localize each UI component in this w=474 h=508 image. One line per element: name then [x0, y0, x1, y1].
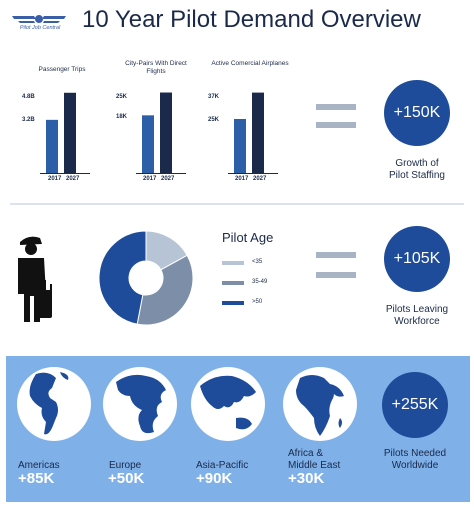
region-value-africa-middle-east: +30K: [288, 470, 325, 487]
americas-globe-icon: [17, 367, 91, 441]
pilot-age-title: Pilot Age: [222, 230, 274, 245]
equals-sign-top-bar: [316, 252, 356, 258]
europe-globe-icon: [103, 367, 177, 441]
x-label-2017: 2017: [235, 176, 249, 182]
legend-swatch-35-49: [222, 281, 244, 285]
region-value-europe: +50K: [108, 470, 145, 487]
chart-title-passenger-trips: Passenger Trips: [38, 66, 86, 73]
pilot-person-icon: [18, 236, 52, 322]
region-name-asia-pacific: Asia-Pacific: [196, 460, 249, 471]
chart-title-city-pairs: City-Pairs With Direct Flights: [125, 60, 187, 75]
tick-label-25k: 25K: [116, 94, 128, 100]
legend-swatch-under-35: [222, 261, 244, 265]
slice->50: [98, 230, 147, 325]
summary-value: +105K: [393, 250, 441, 267]
x-label-2027: 2027: [66, 176, 80, 182]
tick-label-4.8b: 4.8B: [22, 94, 35, 100]
tick-label-18k: 18K: [116, 114, 128, 120]
summary-circle-growth: +150K: [384, 80, 450, 146]
passenger-trips-bars: [40, 92, 90, 174]
x-label-2017: 2017: [143, 176, 157, 182]
pilot-age-donut: [98, 230, 194, 326]
slice-35-49: [136, 254, 194, 326]
x-label-2027: 2027: [253, 176, 267, 182]
summary-caption-leaving: Pilots Leaving Workforce: [385, 304, 449, 327]
region-name-americas: Americas: [18, 460, 60, 471]
x-label-2017: 2017: [48, 176, 62, 182]
bar-2027: [252, 92, 264, 174]
legend-label-under-35: <35: [252, 259, 263, 265]
active-airplanes-bars: [228, 92, 278, 174]
equals-sign-bottom-bar: [316, 122, 356, 128]
chart-title-active-airplanes: Active Comercial Airplanes: [211, 60, 289, 67]
asia-pacific-globe-icon: [191, 367, 265, 441]
city-pairs-bars: [136, 92, 186, 174]
africa-middle-east-globe-icon: [283, 367, 357, 441]
legend-label-over-50: >50: [252, 299, 263, 305]
summary-circle-leaving: +105K: [384, 226, 450, 292]
tick-label-3.2b: 3.2B: [22, 117, 35, 123]
x-label-2027: 2027: [161, 176, 175, 182]
bar-2017: [234, 119, 246, 174]
logo-text: Pilot Job Central: [19, 25, 61, 31]
bar-2027: [64, 92, 76, 174]
legend-label-35-49: 35-49: [252, 279, 268, 285]
region-value-americas: +85K: [18, 470, 55, 487]
logo-wings-icon: [12, 15, 66, 23]
bar-2017: [46, 119, 58, 174]
summary-circle-needed: +255K: [382, 372, 448, 438]
page-title: 10 Year Pilot Demand Overview: [82, 6, 421, 33]
legend-swatch-over-50: [222, 301, 244, 305]
region-name-europe: Europe: [109, 460, 142, 471]
summary-caption-needed: Pilots Needed Worldwide: [383, 448, 447, 471]
section-divider: [10, 203, 464, 205]
bar-2027: [160, 92, 172, 174]
bar-2017: [142, 115, 154, 174]
equals-sign-bottom-bar: [316, 272, 356, 278]
tick-label-25k: 25K: [208, 117, 220, 123]
tick-label-37k: 37K: [208, 94, 220, 100]
summary-value: +150K: [393, 104, 441, 121]
equals-sign-top-bar: [316, 104, 356, 110]
summary-value: +255K: [391, 396, 439, 413]
region-name-africa-middle-east: Africa & Middle East: [288, 448, 341, 471]
region-value-asia-pacific: +90K: [196, 470, 233, 487]
summary-caption-growth: Growth of Pilot Staffing: [389, 158, 445, 181]
